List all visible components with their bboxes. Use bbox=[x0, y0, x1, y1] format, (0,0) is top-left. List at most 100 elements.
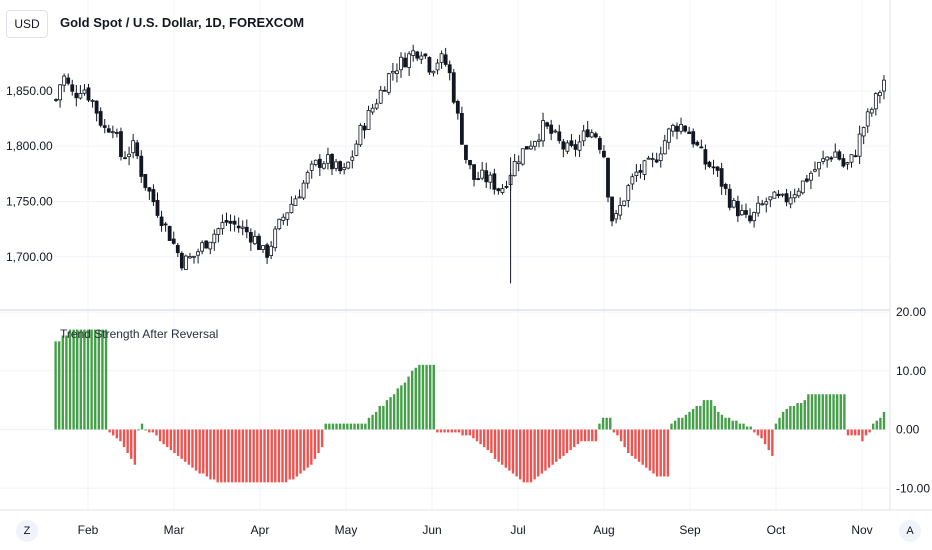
candle-body bbox=[419, 55, 424, 60]
histogram-bar bbox=[79, 329, 83, 430]
candle-body bbox=[362, 125, 367, 131]
candle-body bbox=[155, 200, 160, 216]
candle-body bbox=[817, 161, 821, 170]
histogram-bar bbox=[223, 429, 227, 483]
histogram-bar bbox=[479, 429, 482, 445]
histogram-bar bbox=[61, 335, 65, 430]
histogram-bar bbox=[216, 429, 219, 483]
candle-body bbox=[82, 89, 87, 94]
candle-body bbox=[66, 77, 71, 84]
histogram-bar bbox=[832, 394, 835, 430]
histogram-bar bbox=[645, 429, 648, 468]
candle-body bbox=[90, 100, 95, 102]
histogram-bar bbox=[796, 403, 799, 430]
candle-body bbox=[204, 240, 209, 249]
candle-body bbox=[719, 168, 724, 187]
histogram-bar bbox=[54, 341, 57, 430]
histogram-bar bbox=[263, 429, 266, 483]
candle-body bbox=[127, 153, 131, 158]
candle-body bbox=[561, 141, 566, 150]
candle-body bbox=[748, 215, 752, 222]
indicator-title[interactable]: Trend Strength After Reversal bbox=[60, 327, 219, 341]
candle-body bbox=[792, 194, 797, 199]
candle-body bbox=[411, 50, 416, 56]
indicator-axis[interactable]: 20.00 10.00 0.00 -10.00 bbox=[896, 305, 930, 495]
histogram-bar bbox=[609, 417, 612, 430]
histogram-bar bbox=[457, 429, 461, 433]
auto-scale-button[interactable]: A bbox=[899, 520, 921, 542]
candle-body bbox=[703, 149, 708, 165]
histogram-bar bbox=[418, 364, 421, 430]
candle-body bbox=[865, 111, 870, 127]
histogram-bar bbox=[410, 370, 414, 430]
histogram-bar bbox=[771, 429, 774, 456]
histogram-bar bbox=[839, 394, 842, 430]
candle-body bbox=[455, 100, 460, 114]
candle-body bbox=[723, 183, 728, 189]
histogram-bar bbox=[605, 417, 608, 430]
histogram-bar bbox=[356, 423, 360, 430]
histogram-bar bbox=[522, 429, 526, 483]
candle-body bbox=[869, 108, 874, 114]
candle-body bbox=[330, 153, 334, 170]
candle-body bbox=[634, 171, 639, 176]
chart-title: Gold Spot / U.S. Dollar, 1D, FOREXCOM bbox=[60, 15, 305, 30]
candle-body bbox=[212, 233, 217, 244]
histogram-bar bbox=[853, 429, 857, 436]
histogram-bar bbox=[753, 429, 756, 433]
candle-body bbox=[472, 164, 476, 180]
histogram-bar bbox=[871, 423, 875, 430]
candle-body bbox=[788, 197, 793, 205]
histogram-bar bbox=[789, 406, 792, 430]
histogram-bar bbox=[349, 423, 353, 430]
candle-body bbox=[464, 144, 468, 160]
price-axis[interactable]: 1,700.00 1,750.00 1,800.00 1,850.00 bbox=[6, 84, 53, 264]
candle-body bbox=[334, 161, 338, 169]
histogram-bar bbox=[299, 429, 302, 474]
histogram-bar bbox=[266, 429, 270, 483]
histogram-bar bbox=[591, 429, 594, 442]
histogram-bar bbox=[515, 429, 518, 477]
time-tick-label: Oct bbox=[767, 523, 786, 537]
histogram-bar bbox=[191, 429, 194, 468]
candle-body bbox=[431, 70, 436, 74]
zoom-button[interactable]: Z bbox=[16, 520, 38, 542]
candle-body bbox=[435, 62, 440, 71]
histogram-bar bbox=[713, 406, 716, 430]
candle-body bbox=[192, 255, 196, 258]
histogram-bar bbox=[238, 429, 241, 483]
histogram-bar bbox=[670, 423, 673, 430]
candle-body bbox=[589, 132, 594, 138]
candle-body bbox=[350, 156, 355, 161]
candle-body bbox=[581, 130, 586, 142]
histogram-bar bbox=[699, 406, 702, 430]
candle-body bbox=[841, 158, 846, 167]
time-axis[interactable]: Feb Mar Apr May Jun Jul Aug Sep Oct Nov bbox=[78, 523, 873, 537]
candle-body bbox=[557, 131, 562, 142]
candle-body bbox=[216, 228, 221, 235]
candle-body bbox=[675, 125, 679, 132]
histogram-bar bbox=[695, 406, 698, 430]
candle-body bbox=[236, 225, 241, 229]
candle-body bbox=[533, 141, 537, 147]
candle-body bbox=[813, 169, 817, 172]
candle-body bbox=[123, 157, 127, 160]
histogram-bar bbox=[504, 429, 508, 468]
candle-body bbox=[119, 131, 123, 157]
histogram-bar bbox=[432, 364, 435, 430]
candle-body bbox=[171, 238, 176, 244]
candle-body bbox=[845, 162, 850, 165]
currency-button[interactable]: USD bbox=[6, 10, 48, 38]
histogram-bar bbox=[601, 417, 605, 430]
histogram-bar bbox=[652, 429, 655, 474]
histogram-bar bbox=[803, 400, 806, 430]
candle-body bbox=[691, 131, 696, 145]
histogram-bar bbox=[828, 394, 832, 430]
candle-body bbox=[78, 93, 83, 99]
candle-body bbox=[468, 159, 472, 166]
histogram-bar bbox=[346, 423, 349, 430]
histogram-bar bbox=[72, 329, 75, 430]
histogram-bar bbox=[68, 329, 72, 430]
histogram-bar bbox=[310, 429, 313, 465]
